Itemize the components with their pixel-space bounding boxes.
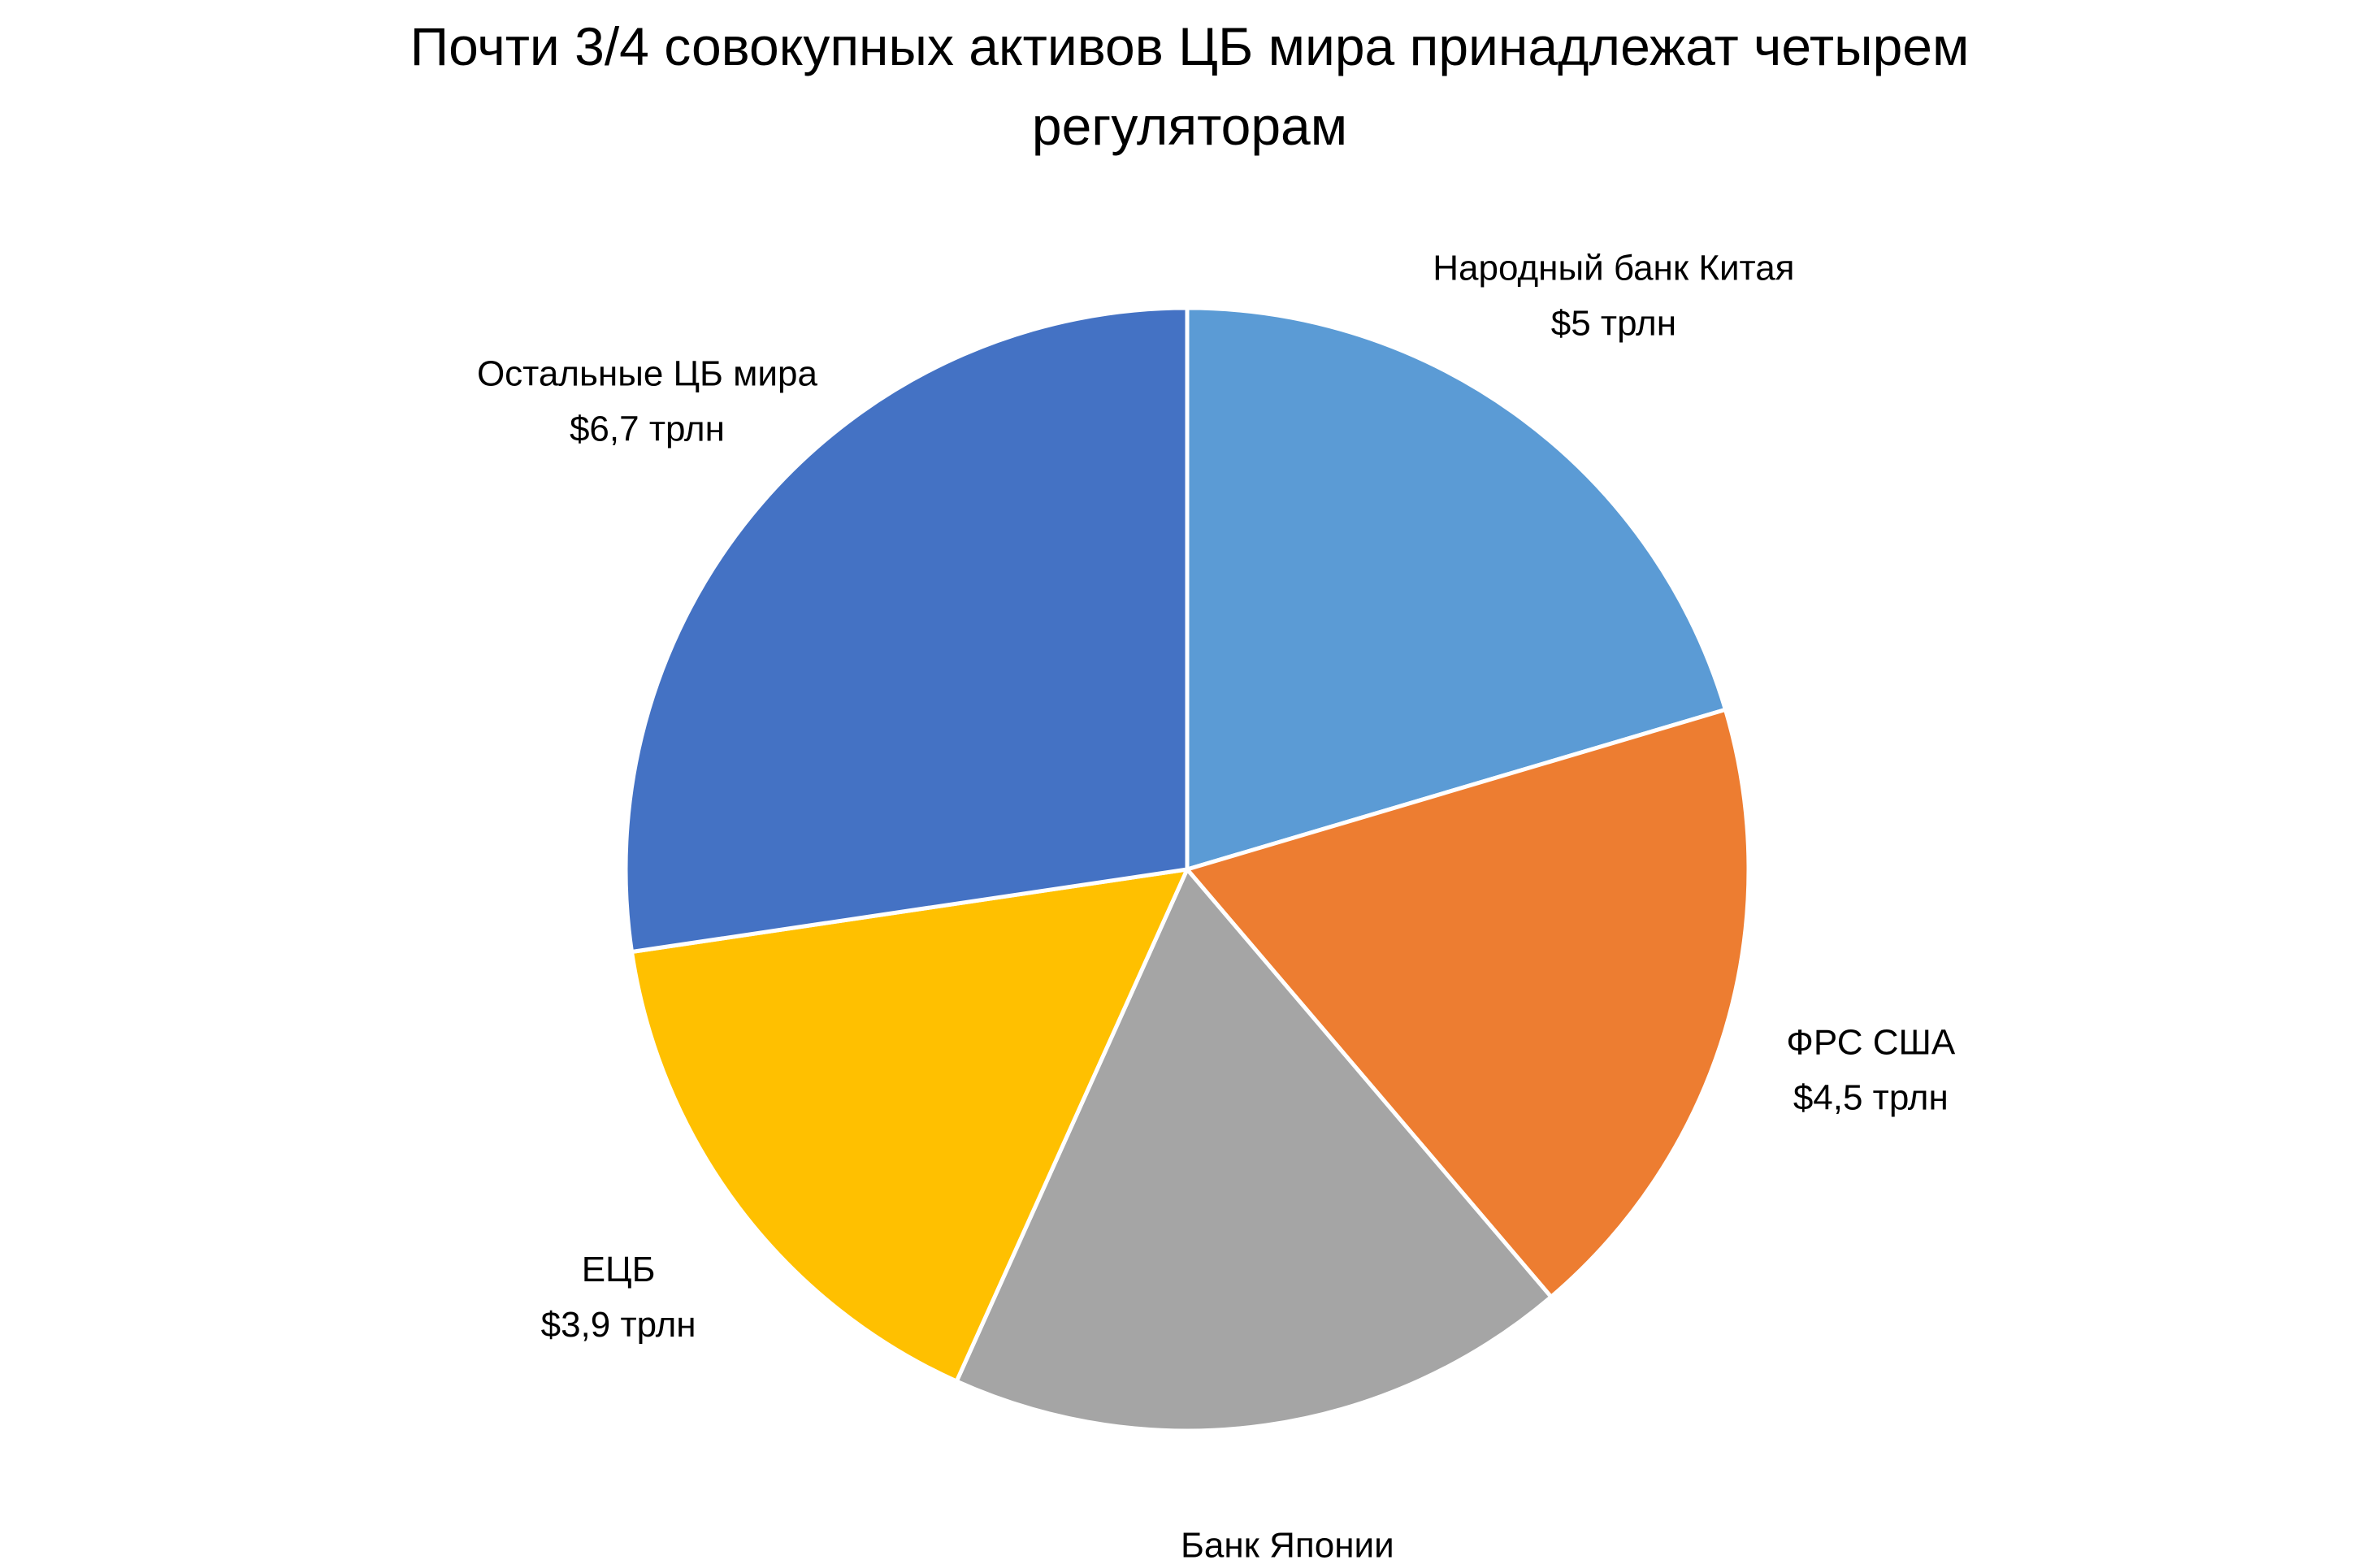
pie-slice xyxy=(1183,707,1751,1300)
slice-label: ЕЦБ xyxy=(582,1250,656,1289)
pie-slice xyxy=(1185,306,1728,873)
slice-label: Народный банк Китая xyxy=(1433,248,1794,288)
value-label: $5 трлн xyxy=(1551,303,1676,343)
slice-label: Остальные ЦБ мира xyxy=(477,353,818,393)
pie-slice xyxy=(629,866,1191,1384)
chart-title: Почти 3/4 совокупных активов ЦБ мира при… xyxy=(410,16,1970,156)
pie-slice xyxy=(953,865,1554,1433)
value-label: $4,5 трлн xyxy=(1793,1077,1949,1117)
value-label: $3,9 трлн xyxy=(541,1305,696,1345)
pie-slice xyxy=(623,306,1190,955)
slice-label: ФРС США xyxy=(1786,1022,1955,1062)
slice-label: Банк Японии xyxy=(1181,1525,1394,1560)
value-label: $6,7 трлн xyxy=(570,409,725,448)
